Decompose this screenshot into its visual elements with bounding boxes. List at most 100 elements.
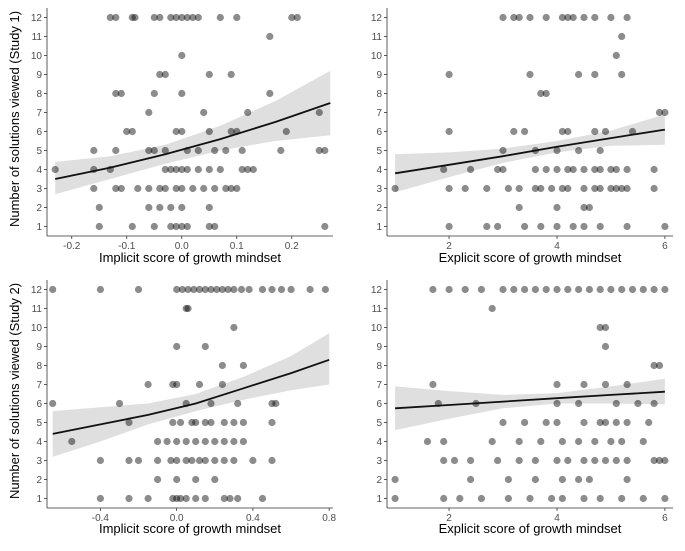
data-point	[192, 494, 200, 503]
data-point	[558, 184, 567, 193]
data-point	[445, 127, 453, 136]
data-point	[178, 51, 186, 60]
data-point	[639, 494, 647, 503]
y-tick-label: 4	[36, 165, 42, 176]
data-point	[650, 361, 658, 370]
data-point	[596, 165, 604, 174]
data-point	[553, 380, 561, 389]
data-point	[585, 475, 594, 484]
y-tick-label: 6	[36, 127, 42, 138]
data-point	[467, 475, 475, 484]
data-point	[499, 418, 507, 427]
data-point	[156, 13, 164, 22]
data-point	[515, 184, 523, 193]
data-point	[90, 146, 98, 155]
data-point	[205, 70, 213, 79]
data-point	[51, 165, 59, 174]
data-point	[510, 127, 518, 136]
data-point	[238, 165, 246, 174]
y-tick-label: 3	[36, 184, 42, 195]
data-point	[655, 456, 664, 465]
y-tick-label: 12	[31, 13, 43, 24]
data-point	[150, 146, 158, 155]
y-tick-label: 9	[376, 342, 382, 353]
data-point	[96, 285, 104, 294]
y-tick-label: 11	[32, 304, 43, 315]
data-point	[607, 285, 615, 294]
data-point	[515, 437, 523, 446]
x-axis-title: Implicit score of growth mindset	[99, 521, 281, 536]
data-point	[161, 165, 169, 174]
data-point	[596, 494, 604, 503]
y-tick-label: 1	[376, 222, 382, 233]
data-point	[115, 399, 124, 408]
data-point	[184, 304, 192, 313]
data-point	[661, 494, 669, 503]
data-point	[173, 380, 181, 389]
data-point	[95, 203, 103, 212]
data-point	[494, 456, 502, 465]
data-point	[178, 203, 186, 212]
data-point	[144, 380, 152, 389]
data-point	[145, 108, 153, 117]
x-tick-label: -0.1	[118, 241, 136, 252]
confidence-band	[52, 333, 330, 457]
data-point	[216, 165, 224, 174]
data-point	[287, 285, 295, 294]
data-point	[188, 418, 196, 427]
y-tick-label: 12	[371, 13, 383, 24]
data-point	[542, 418, 550, 427]
y-tick-label: 8	[36, 361, 42, 372]
data-point	[216, 13, 224, 22]
data-point	[618, 494, 626, 503]
data-point	[178, 184, 186, 193]
data-point	[282, 127, 290, 136]
data-point	[623, 222, 631, 231]
data-point	[461, 184, 469, 193]
data-point	[661, 108, 669, 117]
data-point	[575, 437, 583, 446]
data-point	[510, 285, 518, 294]
data-point	[172, 127, 180, 136]
data-point	[618, 70, 626, 79]
data-point	[628, 127, 637, 136]
data-point	[391, 475, 399, 484]
data-point	[125, 494, 133, 503]
data-point	[277, 285, 286, 294]
data-point	[445, 285, 453, 294]
data-point	[515, 203, 523, 212]
data-point	[272, 399, 280, 408]
x-tick-label: -0.2	[63, 241, 81, 252]
data-point	[161, 70, 169, 79]
y-tick-label: 4	[376, 437, 382, 448]
x-tick-label: 4	[554, 513, 560, 524]
data-point	[183, 13, 191, 22]
data-point	[189, 184, 197, 193]
data-point	[172, 13, 180, 22]
y-tick-label: 9	[36, 342, 42, 353]
data-point	[220, 437, 228, 446]
data-point	[575, 399, 583, 408]
data-point	[205, 222, 213, 231]
y-tick-label: 9	[376, 70, 382, 81]
data-point	[145, 146, 153, 155]
data-point	[585, 285, 594, 294]
data-point	[192, 475, 200, 484]
data-point	[591, 184, 599, 193]
data-point	[145, 184, 153, 193]
data-point	[258, 285, 267, 294]
y-tick-label: 4	[376, 165, 382, 176]
data-point	[537, 222, 545, 231]
data-point	[150, 222, 158, 231]
data-point	[601, 380, 610, 389]
y-tick-label: 10	[371, 323, 383, 334]
data-point	[315, 146, 323, 155]
data-point	[440, 456, 448, 465]
data-point	[211, 184, 219, 193]
data-point	[591, 437, 599, 446]
data-point	[612, 456, 620, 465]
data-point	[134, 456, 143, 465]
data-point	[201, 418, 209, 427]
data-point	[531, 475, 540, 484]
